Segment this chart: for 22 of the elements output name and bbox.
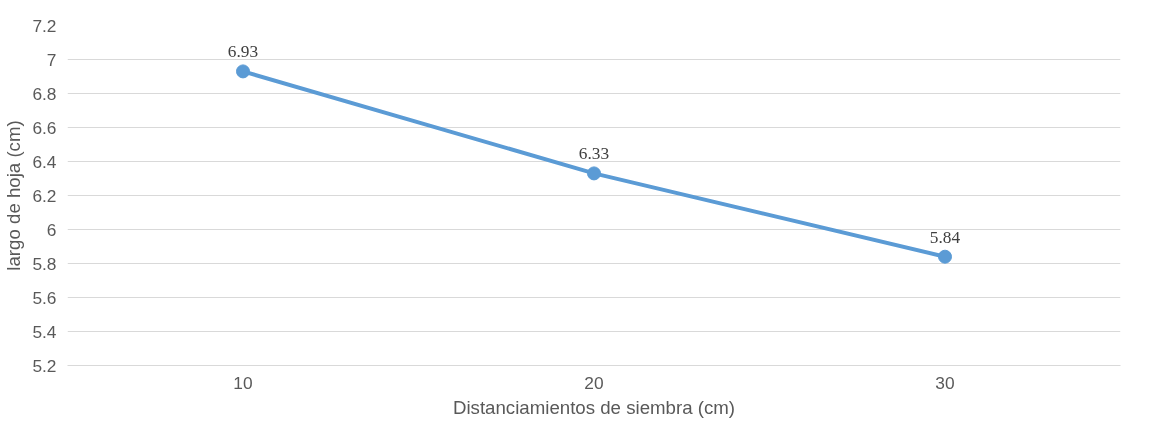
point	[587, 166, 601, 181]
point	[236, 64, 250, 79]
y-axis-title: largo de hoja (cm)	[3, 120, 25, 271]
y-tick-label: 7	[46, 49, 57, 70]
x-tick-label: 20	[584, 372, 604, 393]
y-tick-label: 6.8	[32, 83, 57, 104]
y-tick-label: 5.8	[32, 253, 57, 274]
y-tick-label: 6.2	[32, 185, 57, 206]
x-tick-label: 10	[233, 372, 253, 393]
y-tick-label: 7.2	[32, 15, 57, 36]
data-label: 5.84	[929, 227, 961, 247]
data-label: 6.93	[227, 42, 259, 62]
y-tick-label: 6.6	[32, 117, 57, 138]
y-tick-label: 6	[46, 219, 57, 240]
y-tick-label: 5.2	[32, 355, 57, 376]
x-axis-title: Distanciamientos de siembra (cm)	[453, 396, 736, 418]
x-tick-label: 30	[935, 372, 955, 393]
y-tick-label: 6.4	[32, 151, 57, 172]
y-tick-label: 5.4	[32, 321, 57, 342]
data-label: 6.33	[578, 144, 610, 164]
y-tick-label: 5.6	[32, 287, 57, 308]
point	[938, 249, 952, 264]
